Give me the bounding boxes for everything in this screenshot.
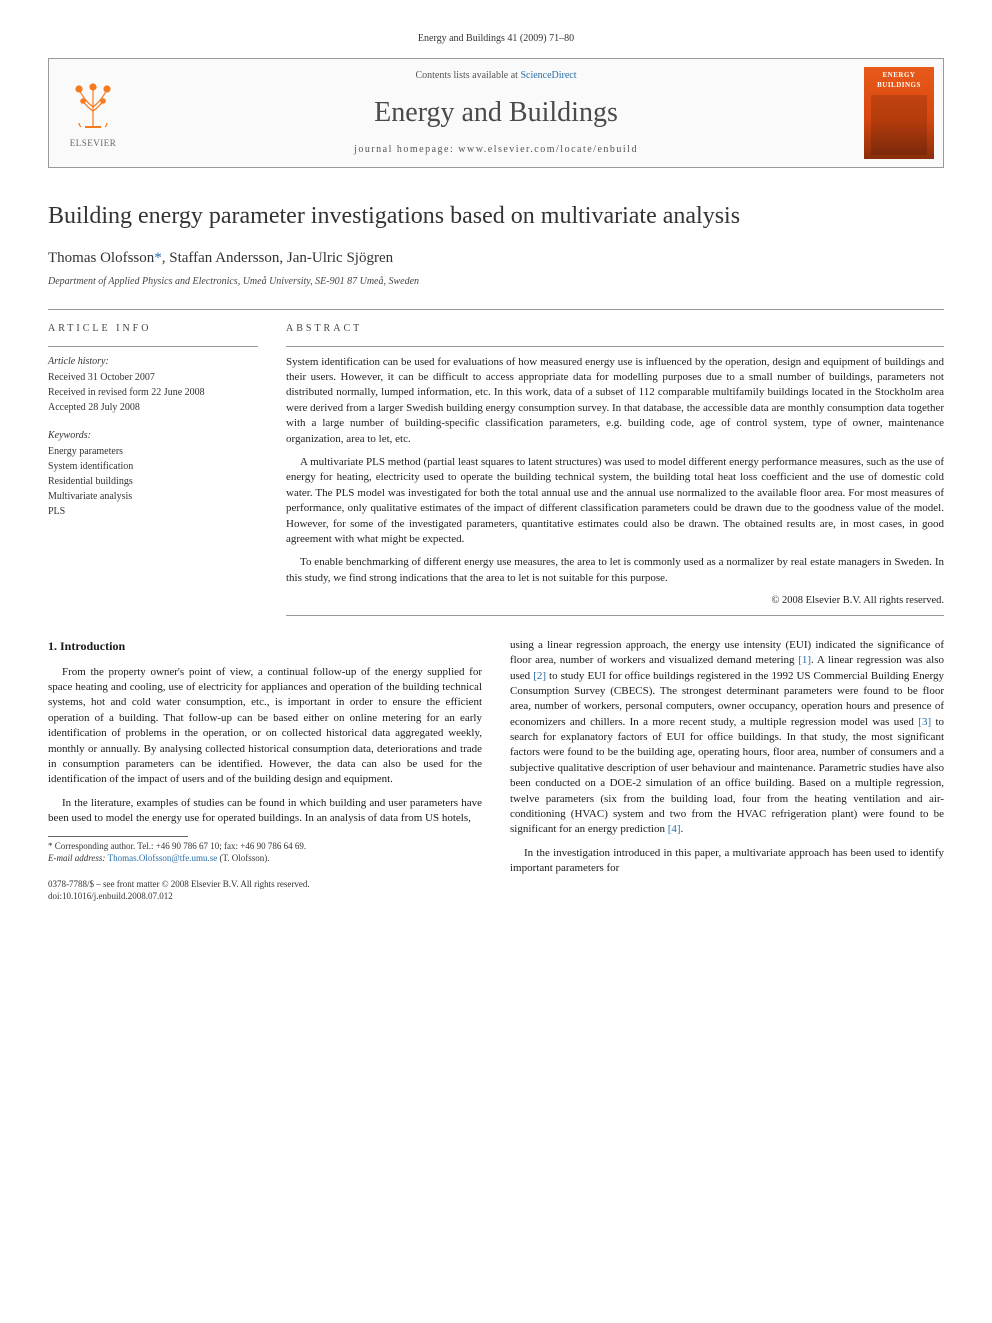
abstract-para-1: System identification can be used for ev…	[286, 355, 944, 447]
abstract-para-3: To enable benchmarking of different ener…	[286, 555, 944, 586]
body-para-4: In the investigation introduced in this …	[510, 846, 944, 877]
ref-link-4[interactable]: [4]	[668, 823, 681, 835]
abstract-column: ABSTRACT System identification can be us…	[286, 322, 944, 616]
revised-date: Received in revised form 22 June 2008	[48, 386, 258, 400]
footnote-block: * Corresponding author. Tel.: +46 90 786…	[48, 836, 482, 902]
section-1-heading: 1. Introduction	[48, 638, 482, 655]
keyword-1: Energy parameters	[48, 445, 258, 459]
accepted-date: Accepted 28 July 2008	[48, 401, 258, 415]
keywords-block: Keywords: Energy parameters System ident…	[48, 429, 258, 519]
journal-title: Energy and Buildings	[145, 93, 847, 132]
abstract-bottom-divider	[286, 615, 944, 616]
affiliation: Department of Applied Physics and Electr…	[48, 275, 944, 289]
elsevier-tree-icon	[65, 77, 121, 133]
abstract-divider	[286, 346, 944, 347]
elsevier-logo: ELSEVIER	[58, 73, 128, 153]
publisher-logo-cell: ELSEVIER	[49, 59, 137, 167]
body-two-column: 1. Introduction From the property owner'…	[48, 638, 944, 902]
elsevier-label: ELSEVIER	[70, 137, 117, 150]
corresponding-email-line: E-mail address: Thomas.Olofsson@tfe.umu.…	[48, 853, 482, 865]
footer-block: 0378-7788/$ – see front matter © 2008 El…	[48, 879, 482, 902]
email-suffix: (T. Olofsson).	[217, 853, 269, 863]
journal-cover-thumbnail: ENERGY BUILDINGS	[864, 67, 934, 159]
body-para-1: From the property owner's point of view,…	[48, 665, 482, 788]
keyword-4: Multivariate analysis	[48, 490, 258, 504]
sciencedirect-link[interactable]: ScienceDirect	[520, 70, 576, 81]
authors-rest: , Staffan Andersson, Jan-Ulric Sjögren	[162, 250, 393, 266]
corresponding-author-footnote: * Corresponding author. Tel.: +46 90 786…	[48, 841, 482, 853]
author-list: Thomas Olofsson*, Staffan Andersson, Jan…	[48, 248, 944, 269]
header-center: Contents lists available at ScienceDirec…	[137, 59, 855, 167]
keyword-5: PLS	[48, 505, 258, 519]
contents-available-line: Contents lists available at ScienceDirec…	[145, 69, 847, 83]
ref-link-2[interactable]: [2]	[533, 670, 546, 682]
history-label: Article history:	[48, 355, 258, 369]
doi-line: doi:10.1016/j.enbuild.2008.07.012	[48, 891, 482, 903]
keywords-label: Keywords:	[48, 429, 258, 443]
section-divider	[48, 309, 944, 310]
article-info-heading: ARTICLE INFO	[48, 322, 258, 336]
cover-body-graphic	[871, 95, 927, 155]
abstract-copyright: © 2008 Elsevier B.V. All rights reserved…	[286, 594, 944, 609]
body-p3-c: to study EUI for office buildings regist…	[510, 670, 944, 728]
journal-homepage-line: journal homepage: www.elsevier.com/locat…	[145, 143, 847, 157]
body-p3-d: to search for explanatory factors of EUI…	[510, 716, 944, 836]
footnote-separator	[48, 836, 188, 837]
body-para-2: In the literature, examples of studies c…	[48, 796, 482, 827]
cover-word-buildings: BUILDINGS	[877, 81, 921, 91]
journal-header: ELSEVIER Contents lists available at Sci…	[48, 58, 944, 168]
ref-link-1[interactable]: [1]	[798, 654, 811, 666]
author-1: Thomas Olofsson	[48, 250, 154, 266]
info-divider	[48, 346, 258, 347]
received-date: Received 31 October 2007	[48, 371, 258, 385]
keyword-2: System identification	[48, 460, 258, 474]
corresponding-author-marker[interactable]: *	[154, 250, 162, 266]
keyword-3: Residential buildings	[48, 475, 258, 489]
issn-line: 0378-7788/$ – see front matter © 2008 El…	[48, 879, 482, 891]
citation-line: Energy and Buildings 41 (2009) 71–80	[48, 32, 944, 46]
email-label: E-mail address:	[48, 853, 108, 863]
body-para-3: using a linear regression approach, the …	[510, 638, 944, 838]
corresponding-email-link[interactable]: Thomas.Olofsson@tfe.umu.se	[108, 853, 218, 863]
ref-link-3[interactable]: [3]	[918, 716, 931, 728]
abstract-para-2: A multivariate PLS method (partial least…	[286, 455, 944, 547]
cover-thumb-cell: ENERGY BUILDINGS	[855, 59, 943, 167]
info-abstract-row: ARTICLE INFO Article history: Received 3…	[48, 322, 944, 616]
body-p3-e: .	[681, 823, 684, 835]
cover-word-energy: ENERGY	[883, 71, 916, 81]
article-title: Building energy parameter investigations…	[48, 200, 944, 234]
abstract-heading: ABSTRACT	[286, 322, 944, 336]
article-info-column: ARTICLE INFO Article history: Received 3…	[48, 322, 258, 616]
contents-prefix: Contents lists available at	[415, 70, 520, 81]
